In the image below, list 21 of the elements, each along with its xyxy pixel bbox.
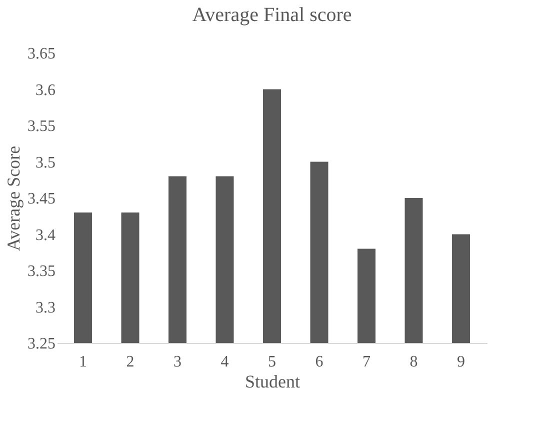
x-tick-label: 3 bbox=[173, 354, 182, 370]
y-tick-label: 3.65 bbox=[28, 46, 56, 62]
x-tick-label: 9 bbox=[457, 354, 466, 370]
chart-title: Average Final score bbox=[192, 4, 352, 26]
y-tick-label: 3.35 bbox=[28, 263, 56, 280]
y-tick-label: 3.55 bbox=[28, 118, 56, 135]
x-tick-label: 6 bbox=[315, 354, 324, 370]
y-tick-label: 3.3 bbox=[36, 299, 56, 316]
x-tick-label: 8 bbox=[410, 354, 418, 370]
y-axis-title: Average Score bbox=[4, 146, 24, 252]
x-tick-label: 4 bbox=[220, 354, 229, 370]
x-axis-title: Student bbox=[244, 372, 300, 392]
y-tick-label: 3.25 bbox=[28, 336, 56, 352]
x-tick-label: 5 bbox=[268, 354, 276, 370]
y-tick-label: 3.4 bbox=[36, 226, 56, 244]
y-tick-label: 3.5 bbox=[36, 154, 56, 172]
y-tick-label: 3.45 bbox=[28, 190, 56, 208]
x-tick-label: 1 bbox=[78, 354, 87, 370]
x-tick-label: 7 bbox=[362, 354, 371, 370]
y-tick-label: 3.6 bbox=[36, 82, 56, 99]
x-tick-label: 2 bbox=[126, 354, 134, 370]
